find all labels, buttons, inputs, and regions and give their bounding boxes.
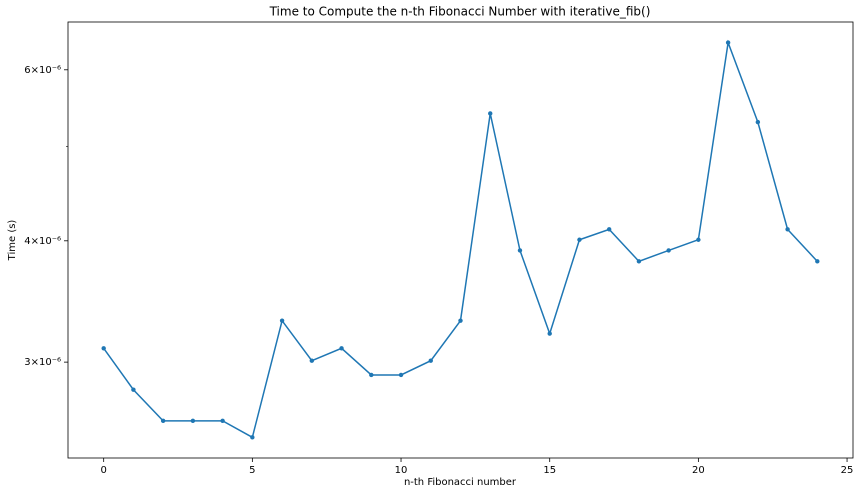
- point: [755, 119, 761, 125]
- point: [339, 346, 344, 351]
- point: [101, 346, 106, 351]
- point: [369, 372, 374, 378]
- point: [696, 237, 701, 242]
- x-axis-label: n-th Fibonacci number: [404, 477, 517, 487]
- x-tick-label: 5: [249, 465, 255, 476]
- x-tick-label: 0: [100, 465, 106, 476]
- point: [190, 418, 196, 424]
- point: [220, 418, 225, 424]
- x-tick-label: 20: [692, 465, 705, 476]
- point: [606, 227, 612, 232]
- point: [428, 358, 433, 363]
- point: [279, 318, 285, 323]
- point: [636, 259, 642, 264]
- point: [131, 387, 136, 392]
- point: [160, 418, 166, 424]
- point: [309, 358, 315, 363]
- plot-frame: [67, 21, 854, 459]
- chart-title: Time to Compute the n-th Fibonacci Numbe…: [269, 5, 651, 19]
- y-tick-label: 3×10⁻⁶: [24, 357, 61, 368]
- point: [785, 227, 790, 232]
- point: [488, 111, 493, 116]
- point: [458, 318, 463, 323]
- point: [547, 331, 552, 336]
- point: [398, 372, 404, 378]
- y-axis-label: Time (s): [7, 220, 18, 262]
- x-tick-label: 10: [395, 465, 408, 476]
- y-tick-label: 6×10⁻⁶: [24, 65, 61, 76]
- x-tick-label: 25: [841, 465, 854, 476]
- point: [725, 40, 731, 45]
- x-tick-label: 15: [543, 465, 556, 476]
- point: [250, 435, 255, 440]
- point: [666, 248, 671, 253]
- y-tick-label: 4×10⁻⁶: [24, 236, 61, 247]
- point: [815, 259, 820, 264]
- point: [577, 237, 582, 242]
- point: [517, 248, 523, 253]
